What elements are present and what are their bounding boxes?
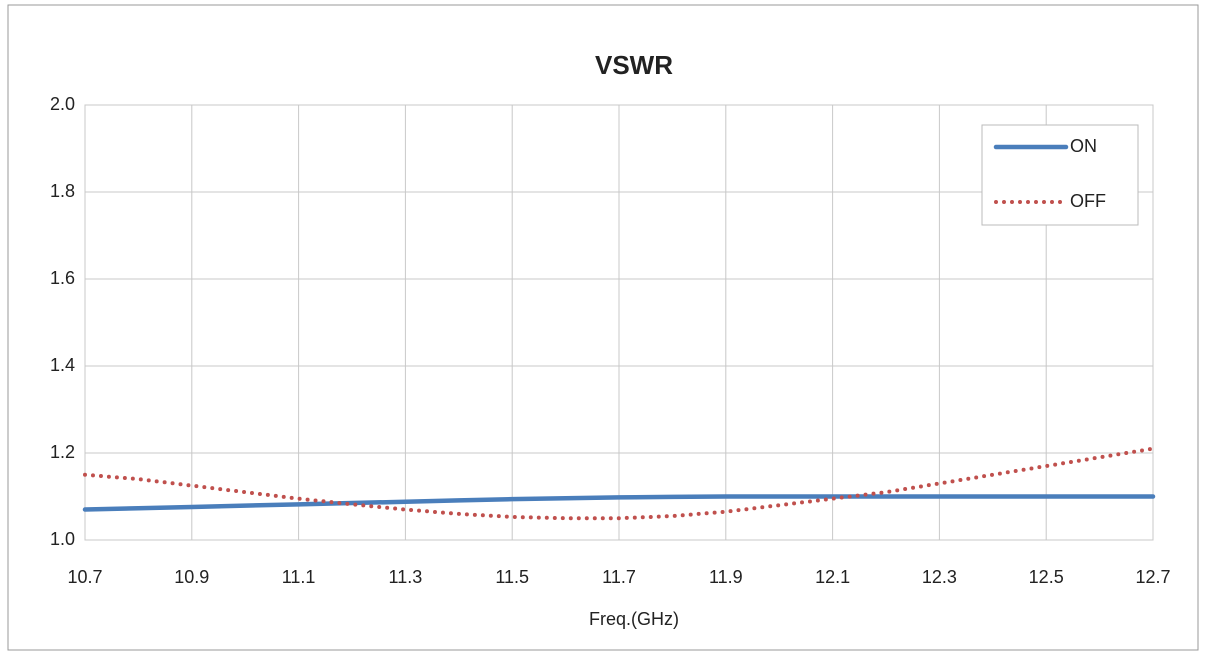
x-tick-label: 10.9 [174,567,209,587]
legend-label: OFF [1070,191,1106,211]
x-tick-label: 12.7 [1135,567,1170,587]
x-tick-label: 11.1 [282,567,316,587]
x-tick-label: 10.7 [67,567,102,587]
y-tick-label: 1.2 [50,442,75,462]
x-tick-label: 12.1 [815,567,850,587]
y-tick-label: 1.0 [50,529,75,549]
y-tick-label: 1.6 [50,268,75,288]
series-line [83,446,1155,521]
x-tick-label: 12.5 [1029,567,1064,587]
series-line [82,494,1156,512]
x-tick-label: 12.3 [922,567,957,587]
x-tick-label: 11.9 [709,567,743,587]
plot-area-border [84,104,1154,541]
x-tick-label: 11.7 [602,567,636,587]
y-tick-label: 2.0 [50,94,75,114]
legend-box [981,124,1139,226]
chart-title: VSWR [595,50,673,80]
x-tick-label: 11.5 [495,567,529,587]
y-tick-label: 1.8 [50,181,75,201]
chart-border [7,4,1199,651]
x-tick-label: 11.3 [389,567,423,587]
x-axis-label: Freq.(GHz) [589,609,679,629]
y-tick-label: 1.4 [50,355,75,375]
legend-label: ON [1070,136,1097,156]
